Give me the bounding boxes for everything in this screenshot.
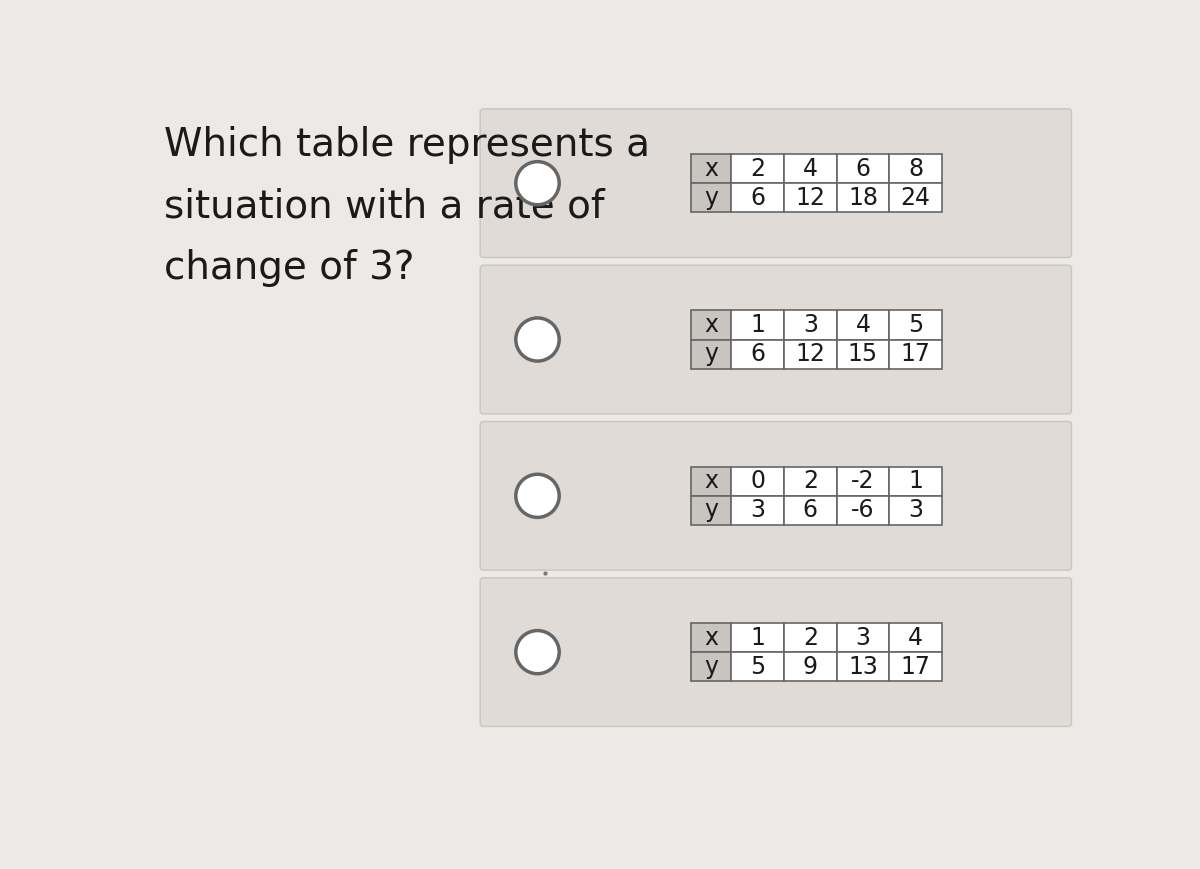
Circle shape xyxy=(516,318,559,362)
Bar xyxy=(784,154,836,183)
Bar xyxy=(836,467,889,496)
Text: -6: -6 xyxy=(851,499,875,522)
Text: 13: 13 xyxy=(848,654,878,679)
Text: -2: -2 xyxy=(851,469,875,494)
Text: 6: 6 xyxy=(750,186,766,209)
Text: 4: 4 xyxy=(803,156,818,181)
Text: 6: 6 xyxy=(856,156,870,181)
Bar xyxy=(784,496,836,525)
Bar xyxy=(731,652,784,681)
Text: 15: 15 xyxy=(848,342,878,366)
Bar xyxy=(731,310,784,340)
Bar xyxy=(784,183,836,212)
FancyBboxPatch shape xyxy=(480,265,1072,414)
Bar xyxy=(784,467,836,496)
Bar xyxy=(691,467,731,496)
Bar xyxy=(691,496,731,525)
Circle shape xyxy=(516,631,559,673)
Text: 5: 5 xyxy=(750,654,766,679)
Text: 2: 2 xyxy=(803,626,818,649)
Bar xyxy=(691,310,731,340)
Bar xyxy=(836,154,889,183)
Bar xyxy=(836,310,889,340)
Text: 8: 8 xyxy=(908,156,923,181)
Bar xyxy=(731,467,784,496)
FancyBboxPatch shape xyxy=(480,578,1072,726)
Bar xyxy=(889,183,942,212)
Text: 1: 1 xyxy=(750,313,766,337)
Text: x: x xyxy=(704,313,718,337)
Text: x: x xyxy=(704,156,718,181)
Circle shape xyxy=(516,162,559,205)
Text: 24: 24 xyxy=(901,186,931,209)
Bar xyxy=(691,623,731,652)
Bar xyxy=(731,183,784,212)
Text: 2: 2 xyxy=(803,469,818,494)
Text: 0: 0 xyxy=(750,469,766,494)
Bar xyxy=(836,496,889,525)
Text: change of 3?: change of 3? xyxy=(164,249,414,287)
Text: 6: 6 xyxy=(803,499,818,522)
Bar xyxy=(889,467,942,496)
Text: 1: 1 xyxy=(750,626,766,649)
Bar xyxy=(889,652,942,681)
Bar xyxy=(889,496,942,525)
Text: 9: 9 xyxy=(803,654,818,679)
Bar xyxy=(889,340,942,368)
Bar xyxy=(889,154,942,183)
Bar xyxy=(836,340,889,368)
Bar xyxy=(691,340,731,368)
Bar xyxy=(889,310,942,340)
Text: 5: 5 xyxy=(908,313,923,337)
Text: 3: 3 xyxy=(750,499,766,522)
Text: 12: 12 xyxy=(796,342,826,366)
Text: 17: 17 xyxy=(901,654,931,679)
Text: 3: 3 xyxy=(803,313,818,337)
Circle shape xyxy=(516,474,559,517)
Bar xyxy=(784,623,836,652)
Bar xyxy=(731,340,784,368)
Bar xyxy=(784,340,836,368)
Bar xyxy=(691,154,731,183)
Bar xyxy=(691,183,731,212)
Text: 3: 3 xyxy=(856,626,870,649)
Text: x: x xyxy=(704,626,718,649)
Text: 18: 18 xyxy=(848,186,878,209)
Bar xyxy=(731,496,784,525)
Text: x: x xyxy=(704,469,718,494)
Bar xyxy=(784,652,836,681)
FancyBboxPatch shape xyxy=(480,421,1072,570)
Text: 4: 4 xyxy=(908,626,923,649)
Bar xyxy=(836,183,889,212)
Bar xyxy=(889,623,942,652)
Text: situation with a rate of: situation with a rate of xyxy=(164,188,605,225)
Bar xyxy=(836,623,889,652)
Text: 4: 4 xyxy=(856,313,870,337)
Text: 17: 17 xyxy=(901,342,931,366)
Bar xyxy=(836,652,889,681)
Text: y: y xyxy=(704,654,718,679)
Text: 6: 6 xyxy=(750,342,766,366)
Bar xyxy=(731,154,784,183)
Text: 3: 3 xyxy=(908,499,923,522)
Text: 1: 1 xyxy=(908,469,923,494)
Text: 2: 2 xyxy=(750,156,766,181)
Bar xyxy=(691,652,731,681)
Text: y: y xyxy=(704,342,718,366)
Bar xyxy=(731,623,784,652)
Text: y: y xyxy=(704,499,718,522)
Text: Which table represents a: Which table represents a xyxy=(164,126,650,164)
Text: 12: 12 xyxy=(796,186,826,209)
Text: y: y xyxy=(704,186,718,209)
FancyBboxPatch shape xyxy=(480,109,1072,257)
Bar xyxy=(784,310,836,340)
